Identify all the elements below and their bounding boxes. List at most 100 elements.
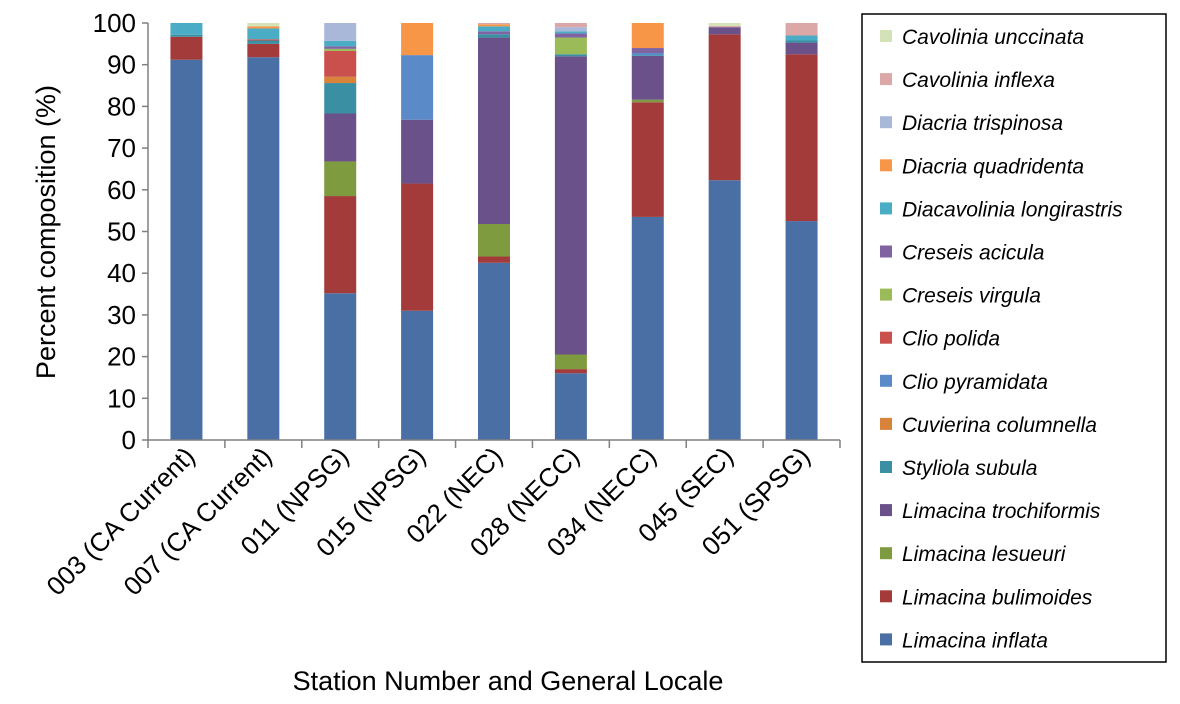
- legend-label: Diacavolinia longirastris: [902, 198, 1123, 221]
- bar-segment-3-5: [324, 83, 357, 114]
- bar-segment-2-5: [247, 40, 280, 44]
- bar-segment-7-5: [631, 55, 664, 56]
- bar-segment-3-10: [324, 46, 357, 49]
- legend-swatch: [880, 504, 892, 517]
- bar-segment-6-13: [554, 27, 587, 32]
- bar-segment-6-14: [554, 23, 587, 28]
- legend-label: Limacina trochiformis: [902, 500, 1101, 523]
- y-tick-label: 50: [107, 217, 136, 247]
- legend-label: Clio pyramidata: [902, 371, 1048, 394]
- legend-swatch: [880, 590, 892, 603]
- y-tick-label: 80: [107, 91, 136, 121]
- bars-layer: [170, 23, 818, 440]
- bar-segment-7-1: [631, 216, 664, 440]
- legend-label: Clio polida: [902, 328, 1000, 351]
- legend-swatch: [880, 245, 892, 258]
- legend-label: Creseis acicula: [902, 242, 1044, 265]
- bar-segment-5-10: [478, 31, 510, 35]
- y-tick-label: 30: [107, 300, 136, 330]
- bar-segment-3-1: [324, 293, 357, 440]
- legend-swatch: [880, 374, 892, 387]
- legend-box: [861, 13, 1167, 663]
- bar-segment-6-10: [554, 33, 587, 38]
- bar-segment-5-3: [478, 223, 510, 257]
- bar-segment-6-3: [554, 354, 587, 370]
- bar-segment-5-2: [478, 256, 510, 263]
- bar-segment-1-5: [170, 34, 203, 37]
- legend-label: Diacria trispinosa: [902, 112, 1063, 135]
- bar-segment-8-14: [708, 25, 741, 28]
- bar-segment-1-1: [170, 59, 203, 440]
- bar-segment-1-2: [170, 36, 203, 60]
- legend-swatch: [880, 461, 892, 473]
- legend-label: Cavolinia unccinata: [902, 26, 1084, 49]
- y-tick-label: 70: [107, 133, 136, 163]
- bar-segment-6-2: [554, 369, 587, 374]
- y-axis-title: Percent composition (%): [31, 85, 61, 379]
- bar-segment-4-7: [401, 55, 434, 120]
- y-tick-label: 20: [107, 342, 136, 372]
- y-tick-label: 40: [107, 258, 136, 288]
- legend-label: Diacria quadridenta: [902, 155, 1084, 178]
- legend-label: Cuvierina columnella: [902, 414, 1097, 437]
- bar-segment-1-11: [170, 23, 203, 35]
- bar-segment-7-3: [631, 99, 664, 103]
- legend-label: Limacina bulimoides: [902, 586, 1093, 609]
- bar-segment-3-2: [324, 196, 357, 294]
- bar-segment-6-4: [554, 56, 587, 355]
- legend: Cavolinia unccinata Cavolinia inflexa Diac…: [880, 26, 1123, 652]
- legend-swatch: [880, 159, 892, 172]
- bar-segment-7-2: [631, 102, 664, 217]
- bar-segment-7-4: [631, 55, 664, 100]
- y-tick-label: 0: [122, 425, 136, 455]
- bar-segment-3-6: [324, 76, 357, 84]
- bar-segment-2-11: [247, 28, 280, 40]
- bar-segment-4-12: [401, 23, 434, 56]
- legend-label: Limacina lesueuri: [902, 543, 1067, 566]
- bar-segment-3-3: [324, 161, 357, 197]
- bar-segment-6-11: [554, 31, 587, 34]
- legend-swatch: [880, 288, 892, 301]
- legend-swatch: [880, 202, 892, 215]
- bar-segment-2-15: [247, 23, 280, 27]
- bar-segment-9-2: [785, 54, 818, 222]
- bar-segment-7-12: [631, 23, 664, 49]
- legend-label: Limacina inflata: [902, 629, 1048, 652]
- bar-segment-3-13: [324, 23, 357, 41]
- bar-segment-3-9: [324, 48, 357, 51]
- bar-segment-6-1: [554, 373, 587, 440]
- bar-segment-8-2: [708, 34, 741, 181]
- bar-segment-9-11: [785, 35, 818, 41]
- bar-segment-5-1: [478, 262, 510, 440]
- bar-segment-4-1: [401, 310, 434, 440]
- bar-segment-5-5: [478, 34, 510, 38]
- y-tick-label: 100: [93, 8, 136, 38]
- bar-segment-4-4: [401, 119, 434, 184]
- legend-swatch: [880, 73, 892, 86]
- bar-segment-9-1: [785, 221, 818, 440]
- bar-segment-4-2: [401, 183, 434, 311]
- bar-segment-6-9: [554, 37, 587, 55]
- x-axis-title: Station Number and General Locale: [293, 666, 724, 696]
- bar-segment-8-4: [708, 27, 741, 35]
- legend-swatch: [880, 633, 892, 646]
- bar-segment-3-11: [324, 40, 357, 47]
- bar-segment-9-5: [785, 40, 818, 43]
- legend-swatch: [880, 331, 892, 344]
- bar-segment-6-5: [554, 54, 587, 57]
- bar-segment-2-1: [247, 57, 280, 440]
- bar-segment-5-11: [478, 26, 510, 32]
- legend-swatch: [880, 116, 892, 129]
- bar-segment-2-2: [247, 43, 280, 58]
- bar-segment-5-4: [478, 37, 510, 224]
- y-tick-label: 10: [107, 383, 136, 413]
- y-tick-label: 90: [107, 50, 136, 80]
- legend-label: Cavolinia inflexa: [902, 69, 1055, 92]
- bar-segment-7-7: [631, 53, 664, 56]
- bar-segment-7-10: [631, 48, 664, 54]
- bar-segment-8-15: [708, 23, 741, 26]
- bar-segment-2-12: [247, 26, 280, 29]
- bar-segment-3-4: [324, 113, 357, 162]
- bar-segment-9-14: [785, 23, 818, 36]
